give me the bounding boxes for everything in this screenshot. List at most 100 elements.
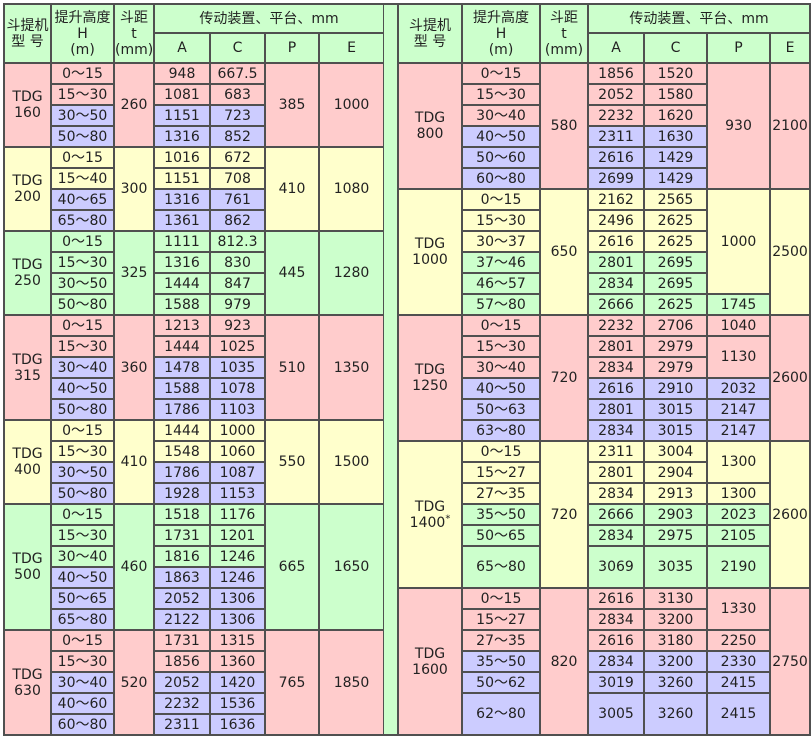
model-name: TDG 1250 <box>412 362 448 394</box>
dim-a-cell: 1213 <box>153 314 211 337</box>
table-row: 50～80 1316 852 <box>4 125 384 148</box>
dim-c-cell: 2910 <box>643 377 708 400</box>
table-row: 35～50 2666 2903 2023 <box>398 503 810 526</box>
dim-p-cell: 2415 <box>706 671 771 694</box>
table-row: 15～27 2801 2904 <box>398 461 810 484</box>
model-cell: TDG 500 <box>3 503 52 631</box>
table-row: TDG 1600 0～15 820 2616 3130 1330 2750 <box>397 587 811 736</box>
dim-c-cell: 3015 <box>643 398 708 421</box>
dim-c-cell: 3004 <box>643 440 708 463</box>
table-row: 30～50 1151 723 <box>4 104 384 127</box>
table-row: 15～30 1316 830 <box>4 251 384 274</box>
table-separator <box>383 3 398 736</box>
dim-a-cell: 1444 <box>153 419 211 442</box>
dim-a-cell: 1316 <box>153 251 211 274</box>
lift-height-cell: 50～80 <box>50 125 115 148</box>
dim-a-cell: 2052 <box>153 671 211 694</box>
table-row: 50～65 2052 1306 <box>4 587 384 610</box>
table-row: 50～60 2616 1429 <box>398 146 810 169</box>
lift-height-cell: 30～40 <box>50 545 115 568</box>
dim-a-cell: 2052 <box>153 587 211 610</box>
table-row: 15～30 1548 1060 <box>4 440 384 463</box>
dim-p-cell: 510 <box>264 314 320 421</box>
dim-c-cell: 1025 <box>209 335 266 358</box>
dim-a-cell: 1316 <box>153 125 211 148</box>
dim-p-cell: 550 <box>264 419 320 505</box>
table-row: 57～80 2666 2625 1745 <box>398 293 810 316</box>
dim-c-cell: 3015 <box>643 419 708 442</box>
dim-c-cell: 1176 <box>209 503 266 526</box>
dim-p-cell: 1745 <box>706 293 771 316</box>
dim-c-cell: 1103 <box>209 398 266 421</box>
model-cell: TDG 160 <box>3 62 52 148</box>
bucket-pitch-cell: 460 <box>113 503 155 631</box>
table-row: 30～40 2052 1420 <box>4 671 384 694</box>
dim-p-cell: 1130 <box>706 335 771 379</box>
dim-p-cell: 2105 <box>706 524 771 547</box>
dim-e-cell: 2600 <box>768 314 811 442</box>
table-row: 65～80 1361 862 <box>4 209 384 232</box>
dim-e-cell: 2500 <box>768 188 811 316</box>
header-row: 斗提机 型 号提升高度 H (m) 斗距 t (mm) 传动装置、平台、mm <box>397 3 811 64</box>
bucket-pitch-cell: 720 <box>539 440 589 589</box>
table-row: 30～40 2232 1620 <box>398 104 810 127</box>
lift-height-cell: 0～15 <box>50 62 115 85</box>
dim-a-cell: 2834 <box>587 608 645 631</box>
model-footnote-mark: * <box>445 512 451 524</box>
bucket-pitch-cell: 580 <box>539 62 589 190</box>
lift-height-cell: 30～50 <box>50 272 115 295</box>
dim-c-cell: 1630 <box>643 125 708 148</box>
dim-a-cell: 2616 <box>587 146 645 169</box>
header-col-a: A <box>153 32 211 64</box>
dim-e-cell: 1500 <box>317 419 386 505</box>
lift-height-cell: 65～80 <box>461 545 541 589</box>
dim-a-cell: 1928 <box>153 482 211 505</box>
dim-a-cell: 2616 <box>587 629 645 652</box>
header-col-e: E <box>317 32 386 64</box>
table-row: 40～50 2616 2910 2032 <box>398 377 810 400</box>
dim-a-cell: 1361 <box>153 209 211 232</box>
lift-height-cell: 15～30 <box>50 650 115 673</box>
table-row: TDG 160 0～15 260 948 667.5 385 1000 <box>3 62 386 148</box>
header-col-p: P <box>264 32 320 64</box>
model-name: TDG 500 <box>12 551 43 583</box>
dim-a-cell: 2834 <box>587 272 645 295</box>
dim-a-cell: 1081 <box>153 83 211 106</box>
dim-c-cell: 2625 <box>643 230 708 253</box>
table-row: TDG 200 0～15 300 1016 672 410 1080 <box>3 146 386 232</box>
lift-height-cell: 57～80 <box>461 293 541 316</box>
bucket-pitch-cell: 650 <box>539 188 589 316</box>
dim-e-cell: 1280 <box>317 230 386 316</box>
dim-c-cell: 1000 <box>209 419 266 442</box>
table-row: 40～50 1588 1078 <box>4 377 384 400</box>
table-row: 63～80 2834 3015 2147 <box>398 419 810 442</box>
dim-a-cell: 2666 <box>587 293 645 316</box>
dim-c-cell: 3200 <box>643 608 708 631</box>
lift-height-cell: 50～80 <box>50 293 115 316</box>
lift-height-cell: 60～80 <box>461 167 541 190</box>
dim-a-cell: 1588 <box>153 293 211 316</box>
table-row: 15～30 1444 1025 <box>4 335 384 358</box>
dim-c-cell: 1520 <box>643 62 708 85</box>
dim-a-cell: 2232 <box>587 314 645 337</box>
dim-c-cell: 3260 <box>643 692 708 736</box>
dim-c-cell: 1201 <box>209 524 266 547</box>
table-row: 50～65 2834 2975 2105 <box>398 524 810 547</box>
dim-a-cell: 2311 <box>587 125 645 148</box>
dim-a-cell: 2801 <box>587 461 645 484</box>
header-lift-height: 提升高度 H (m) <box>50 3 115 64</box>
dim-p-cell: 2023 <box>706 503 771 526</box>
bucket-pitch-cell: 325 <box>113 230 155 316</box>
dim-c-cell: 2979 <box>643 356 708 379</box>
dim-c-cell: 3180 <box>643 629 708 652</box>
table-row: TDG 1400* 0～15 720 2311 3004 1300 2600 <box>397 440 811 589</box>
table-row: 15～30 2801 2979 1130 <box>398 335 810 379</box>
dim-c-cell: 847 <box>209 272 266 295</box>
table-row: TDG 630 0～15 520 1731 1315 765 1850 <box>3 629 386 736</box>
dim-a-cell: 3005 <box>587 692 645 736</box>
model-name: TDG 250 <box>12 257 43 289</box>
dim-c-cell: 2904 <box>643 461 708 484</box>
model-name: TDG 315 <box>12 351 43 384</box>
dim-c-cell: 1429 <box>643 146 708 169</box>
